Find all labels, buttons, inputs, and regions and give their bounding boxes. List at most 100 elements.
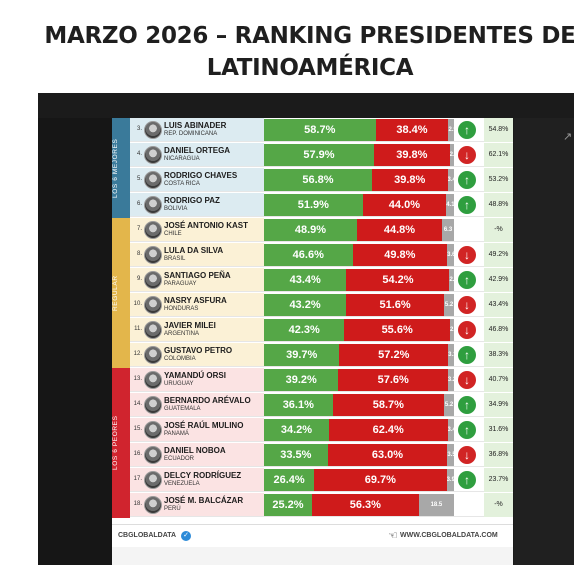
no-answer-bar: 2.3 [450,144,454,166]
no-answer-bar: 3.6 [447,244,454,266]
rank-number: 16. [133,451,142,457]
country-name: URUGUAY [164,381,194,387]
rank-number: 15. [133,426,142,432]
country-name: COLOMBIA [164,356,196,362]
table-row: 9.SANTIAGO PEÑAPARAGUAY43.4%54.2%2.4↑42.… [130,268,513,292]
no-answer-bar: 2.1 [450,319,454,341]
rank-number: 8. [133,251,142,257]
president-name: RODRIGO PAZ [164,196,220,205]
country-name: BOLIVIA [164,206,187,212]
previous-approval: 34.9% [484,401,513,408]
arrow-up-icon: ↑ [458,471,476,489]
avatar [144,321,162,339]
row-divider [130,216,513,217]
row-divider [130,441,513,442]
row-divider [130,141,513,142]
avatar [144,421,162,439]
approve-bar: 56.8% [264,169,372,191]
row-divider [130,291,513,292]
country-name: BRASIL [164,256,185,262]
country-name: REP. DOMINICANA [164,131,217,137]
row-divider [130,191,513,192]
rank-number: 10. [133,301,142,307]
approve-bar: 43.4% [264,269,346,291]
previous-approval: -% [484,226,513,233]
president-name: JOSÉ ANTONIO KAST [164,221,248,230]
avatar [144,296,162,314]
table-row: 14.BERNARDO ARÉVALOGUATEMALA36.1%58.7%5.… [130,393,513,417]
arrow-down-icon: ↓ [458,146,476,164]
rank-number: 13. [133,376,142,382]
country-name: PERÚ [164,506,181,512]
rank-number: 14. [133,401,142,407]
previous-approval: 43.4% [484,301,513,308]
disapprove-bar: 51.6% [346,294,444,316]
president-name: DANIEL ORTEGA [164,146,230,155]
previous-approval: 53.2% [484,176,513,183]
avatar [144,396,162,414]
no-answer-bar: 4.1 [446,194,454,216]
row-divider [130,491,513,492]
disapprove-bar: 39.8% [374,144,450,166]
approve-bar: 51.9% [264,194,363,216]
country-name: COSTA RICA [164,181,200,187]
page-title: MARZO 2026 – RANKING PRESIDENTES DE LATI… [20,20,574,84]
avatar [144,121,162,139]
approve-bar: 39.2% [264,369,338,391]
disapprove-bar: 69.7% [314,469,446,491]
disapprove-bar: 38.4% [376,119,449,141]
avatar [144,496,162,514]
row-divider [130,366,513,367]
no-answer-bar: 3.2 [448,369,454,391]
footer-website[interactable]: WWW.CBGLOBALDATA.COM [400,532,498,539]
avatar [144,171,162,189]
arrow-down-icon: ↓ [458,321,476,339]
president-name: JOSÉ RAÚL MULINO [164,421,243,430]
arrow-down-icon: ↓ [458,296,476,314]
avatar [144,221,162,239]
rank-number: 11. [133,326,142,332]
arrow-up-icon: ↑ [458,121,476,139]
row-divider [130,316,513,317]
previous-approval: 23.7% [484,476,513,483]
president-name: LULA DA SILVA [164,246,223,255]
disapprove-bar: 44.0% [363,194,447,216]
country-name: ARGENTINA [164,331,199,337]
no-answer-bar: 3.1 [448,344,454,366]
arrow-up-icon: ↑ [458,196,476,214]
avatar [144,146,162,164]
no-answer-bar: 3.4 [448,419,454,441]
no-answer-bar: 3.5 [447,444,454,466]
avatar [144,346,162,364]
row-divider [130,341,513,342]
country-name: PARAGUAY [164,281,196,287]
disapprove-bar: 49.8% [353,244,448,266]
table-row: 13.YAMANDÚ ORSIURUGUAY39.2%57.6%3.2↓40.7… [130,368,513,392]
card-bottom [112,547,513,565]
approve-bar: 34.2% [264,419,329,441]
rank-number: 3. [133,126,142,132]
country-name: HONDURAS [164,306,198,312]
president-name: BERNARDO ARÉVALO [164,396,251,405]
rank-number: 5. [133,176,142,182]
president-name: LUIS ABINADER [164,121,226,130]
no-answer-bar: 3.4 [448,169,454,191]
president-name: DELCY RODRÍGUEZ [164,471,241,480]
rank-number: 18. [133,501,142,507]
disapprove-bar: 58.7% [333,394,445,416]
rank-number: 17. [133,476,142,482]
approve-bar: 36.1% [264,394,333,416]
president-name: GUSTAVO PETRO [164,346,232,355]
row-divider [130,166,513,167]
avatar [144,246,162,264]
no-answer-bar: 5.2 [444,294,454,316]
approve-bar: 46.6% [264,244,353,266]
share-icon[interactable]: ↗ [563,130,572,143]
arrow-down-icon: ↓ [458,246,476,264]
group-label: LOS 6 PEORES [112,368,130,518]
approve-bar: 58.7% [264,119,376,141]
approve-bar: 26.4% [264,469,314,491]
approve-bar: 43.2% [264,294,346,316]
row-divider [130,391,513,392]
group-strip-1: REGULAR [112,218,130,368]
